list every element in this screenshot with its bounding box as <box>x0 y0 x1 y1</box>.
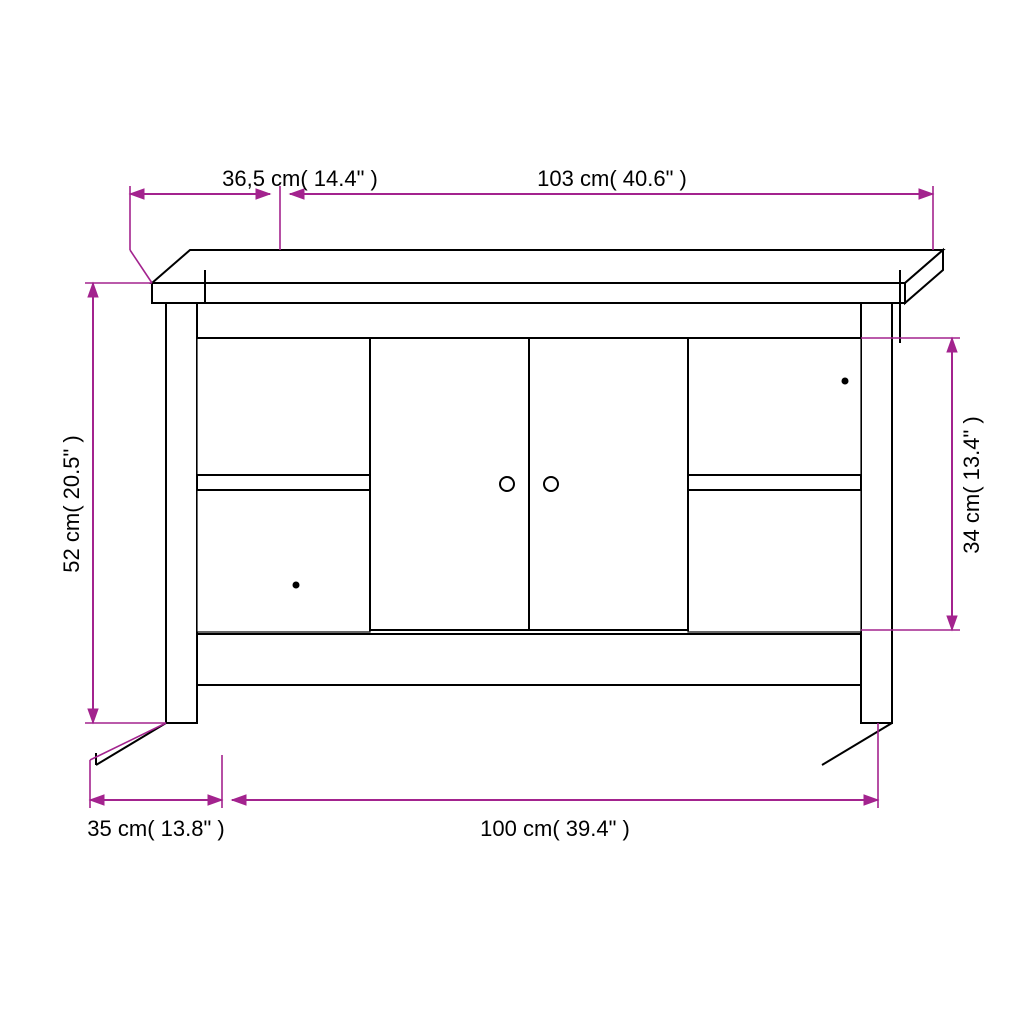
dim-label-height-left: 52 cm( 20.5" ) <box>59 394 85 614</box>
dim-label-base-depth: 35 cm( 13.8" ) <box>46 816 266 842</box>
dim-label-top-depth: 36,5 cm( 14.4" ) <box>190 166 410 192</box>
dimension-drawing <box>0 0 1024 1024</box>
dim-label-top-width: 103 cm( 40.6" ) <box>502 166 722 192</box>
diagram-stage: { "type": "technical-dimension-drawing",… <box>0 0 1024 1024</box>
dim-label-height-right: 34 cm( 13.4" ) <box>959 375 985 595</box>
dim-label-base-width: 100 cm( 39.4" ) <box>445 816 665 842</box>
